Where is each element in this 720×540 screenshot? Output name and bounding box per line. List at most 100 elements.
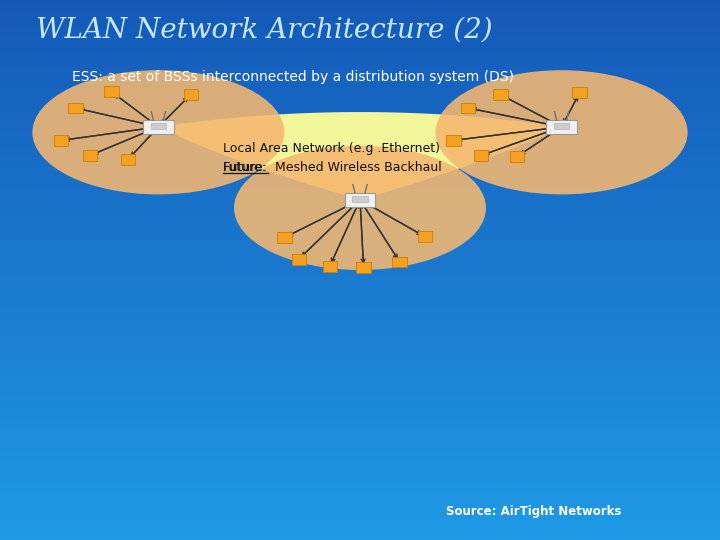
Bar xyxy=(0,116,720,119)
Bar xyxy=(0,267,720,270)
Text: WLAN Network Architecture (2): WLAN Network Architecture (2) xyxy=(36,16,492,43)
Bar xyxy=(0,38,720,40)
Bar xyxy=(0,30,720,32)
Bar xyxy=(0,16,720,19)
Bar xyxy=(0,508,720,510)
Bar xyxy=(0,270,720,273)
Bar xyxy=(0,486,720,489)
Bar xyxy=(0,113,720,116)
Bar xyxy=(0,316,720,319)
Bar xyxy=(0,454,720,456)
Bar xyxy=(0,221,720,224)
Bar xyxy=(0,189,720,192)
Bar xyxy=(0,167,720,170)
Bar xyxy=(0,383,720,386)
Bar xyxy=(0,286,720,289)
Bar xyxy=(0,159,720,162)
Bar xyxy=(0,8,720,11)
Bar xyxy=(0,338,720,340)
Bar xyxy=(0,537,720,540)
Bar xyxy=(104,86,119,97)
Bar xyxy=(0,230,720,232)
Bar xyxy=(0,84,720,86)
Bar xyxy=(0,427,720,429)
Bar xyxy=(0,424,720,427)
Bar xyxy=(474,150,488,161)
Bar xyxy=(0,308,720,310)
Bar xyxy=(0,105,720,108)
Bar xyxy=(0,324,720,327)
Bar xyxy=(0,243,720,246)
Bar xyxy=(418,231,432,242)
Bar xyxy=(0,343,720,346)
Bar xyxy=(0,62,720,65)
Bar xyxy=(0,186,720,189)
Bar xyxy=(0,35,720,38)
Bar xyxy=(0,57,720,59)
Bar xyxy=(0,22,720,24)
Bar xyxy=(0,89,720,92)
Bar xyxy=(0,408,720,410)
Bar xyxy=(0,5,720,8)
Bar xyxy=(0,478,720,481)
Bar xyxy=(0,354,720,356)
Bar xyxy=(0,435,720,437)
Bar xyxy=(0,521,720,524)
Bar xyxy=(68,103,83,113)
Bar xyxy=(510,151,524,162)
Bar xyxy=(0,43,720,46)
Bar xyxy=(0,381,720,383)
Bar xyxy=(0,321,720,324)
Bar xyxy=(0,170,720,173)
Bar xyxy=(0,459,720,462)
Bar xyxy=(0,192,720,194)
Bar xyxy=(0,524,720,526)
Bar xyxy=(0,232,720,235)
Bar xyxy=(0,421,720,424)
Bar xyxy=(0,119,720,122)
Bar xyxy=(0,173,720,176)
Bar xyxy=(0,227,720,229)
Bar xyxy=(0,68,720,70)
Bar xyxy=(0,443,720,445)
Bar xyxy=(0,400,720,402)
Bar xyxy=(0,302,720,305)
Bar xyxy=(0,467,720,470)
Bar xyxy=(0,108,720,111)
Bar xyxy=(0,224,720,227)
Bar xyxy=(0,124,720,127)
Bar xyxy=(0,505,720,508)
Bar xyxy=(0,437,720,440)
Bar xyxy=(0,73,720,76)
Bar xyxy=(0,200,720,202)
Bar xyxy=(151,123,166,129)
Bar xyxy=(0,364,720,367)
Bar xyxy=(0,305,720,308)
Bar xyxy=(0,429,720,432)
Bar xyxy=(184,89,198,100)
Bar xyxy=(0,275,720,278)
Bar xyxy=(323,261,337,272)
Text: ESS: a set of BSSs interconnected by a distribution system (DS): ESS: a set of BSSs interconnected by a d… xyxy=(72,70,514,84)
Bar xyxy=(0,11,720,14)
Bar xyxy=(0,254,720,256)
Bar xyxy=(0,259,720,262)
Bar xyxy=(0,235,720,238)
Bar xyxy=(0,405,720,408)
Bar xyxy=(0,51,720,54)
Bar xyxy=(0,127,720,130)
Bar xyxy=(0,375,720,378)
Bar xyxy=(0,392,720,394)
Bar xyxy=(0,213,720,216)
Bar xyxy=(0,0,720,3)
Bar xyxy=(0,19,720,22)
Bar xyxy=(0,373,720,375)
Bar xyxy=(0,313,720,316)
Bar xyxy=(0,432,720,435)
Bar xyxy=(0,111,720,113)
Bar xyxy=(0,448,720,451)
Bar xyxy=(0,281,720,284)
Bar xyxy=(0,340,720,343)
Bar xyxy=(0,386,720,389)
Bar xyxy=(0,151,720,154)
